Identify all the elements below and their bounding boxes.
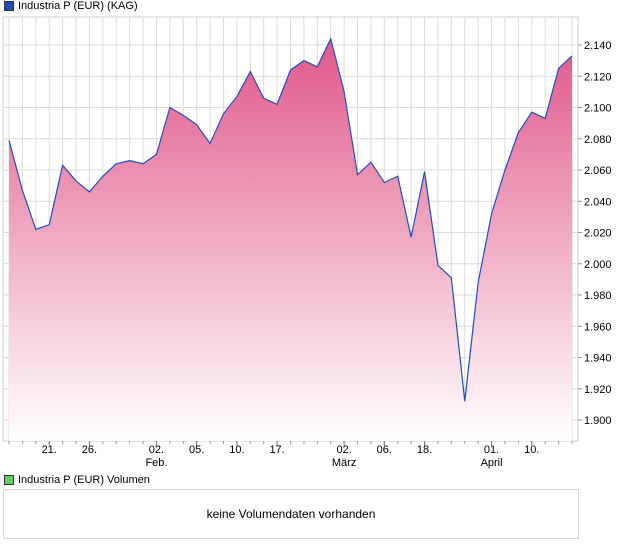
price-legend-label: Industria P (EUR) (KAG)	[18, 0, 138, 12]
x-tick-label: 26.	[82, 444, 97, 456]
no-volume-message: keine Volumendaten vorhanden	[206, 507, 376, 521]
x-tick-label: 21.	[42, 444, 57, 456]
volume-legend-swatch	[4, 475, 14, 485]
price-chart: 2.140 2.120 2.100 2.080 2.060 2.040 2.020 2.000…	[2, 16, 612, 469]
y-tick-label: 2.100	[584, 103, 612, 115]
x-tick-label: 17.	[269, 444, 284, 456]
volume-legend-label: Industria P (EUR) Volumen	[18, 474, 150, 486]
y-tick-label: 1.960	[584, 321, 612, 333]
price-legend: Industria P (EUR) (KAG)	[4, 0, 138, 12]
price-area	[9, 38, 572, 441]
y-tick-label: 2.020	[584, 228, 612, 240]
x-tick-label: 10.	[229, 444, 244, 456]
y-tick-label: 1.940	[584, 353, 612, 365]
y-tick-label: 2.140	[584, 40, 612, 52]
y-tick-label: 1.980	[584, 290, 612, 302]
volume-legend: Industria P (EUR) Volumen	[4, 474, 150, 486]
x-tick-label: 05.	[189, 444, 204, 456]
y-tick-label: 2.040	[584, 196, 612, 208]
x-tick-label: 06.	[377, 444, 392, 456]
x-month-label: Feb.	[145, 457, 167, 469]
y-tick-label: 2.120	[584, 71, 612, 83]
x-tick-label: 02.	[336, 444, 351, 456]
x-tick-label: 01.	[484, 444, 499, 456]
x-tick-label: 02.	[149, 444, 164, 456]
x-month-label: April	[481, 457, 503, 469]
y-tick-label: 2.000	[584, 259, 612, 271]
y-tick-label: 2.080	[584, 134, 612, 146]
volume-panel: keine Volumendaten vorhanden	[3, 489, 579, 539]
x-month-label: März	[332, 457, 356, 469]
x-tick-label: 18.	[417, 444, 432, 456]
x-tick-label: 10.	[524, 444, 539, 456]
y-tick-label: 1.900	[584, 415, 612, 427]
y-tick-label: 1.920	[584, 384, 612, 396]
y-tick-label: 2.060	[584, 165, 612, 177]
price-legend-swatch	[4, 1, 14, 11]
